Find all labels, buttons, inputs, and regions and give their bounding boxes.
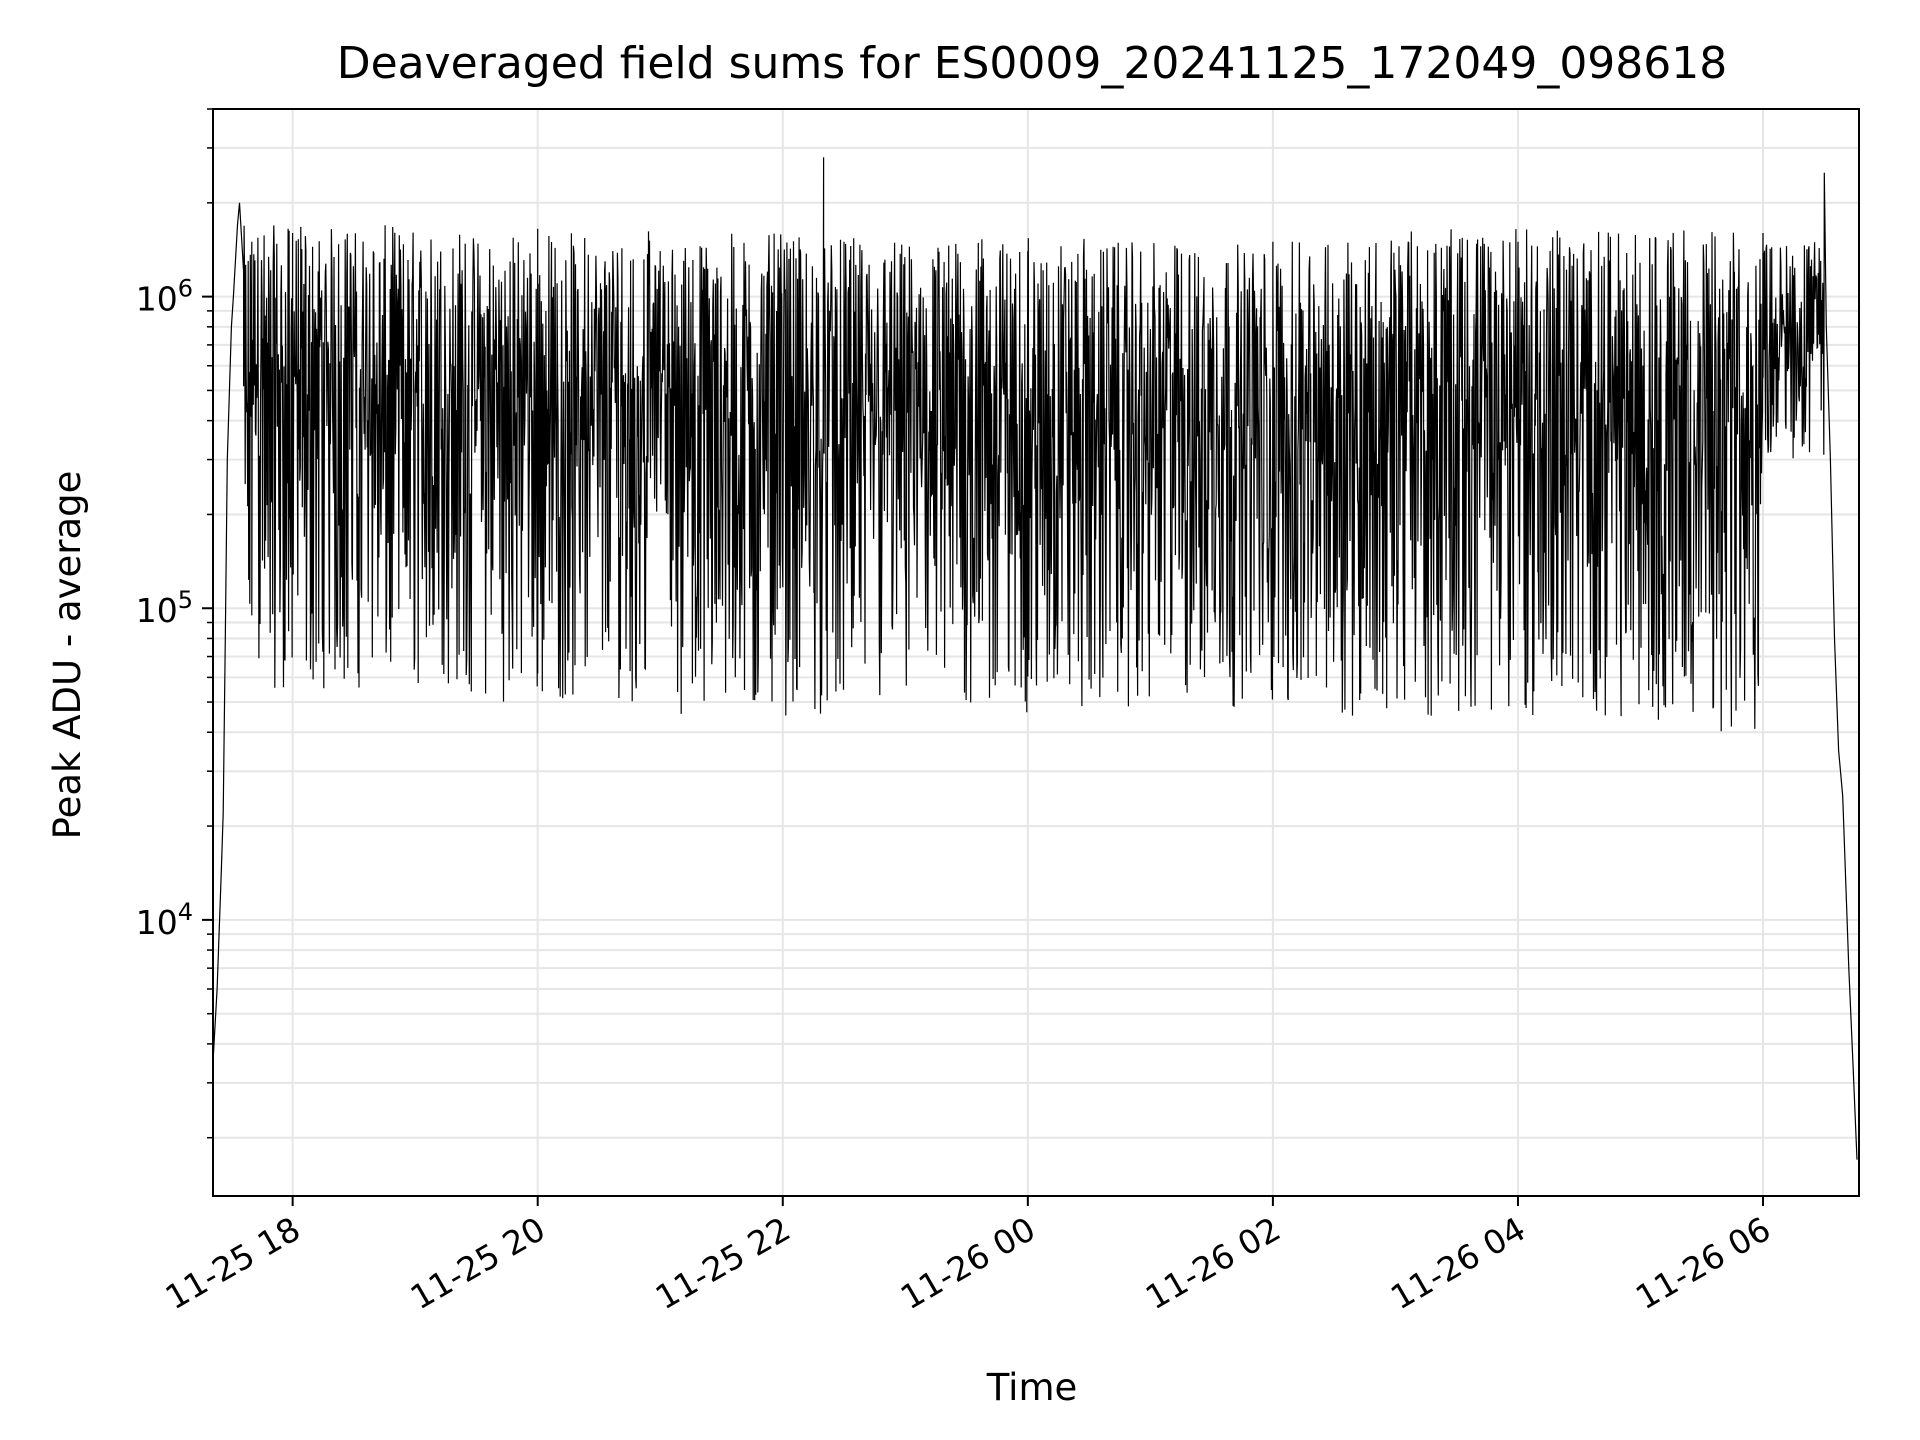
y-tick-label: 106 xyxy=(136,275,193,319)
y-axis-label: Peak ADU - average xyxy=(46,471,89,840)
x-axis-label: Time xyxy=(986,1366,1078,1409)
y-tick-label: 105 xyxy=(136,586,193,630)
chart-title: Deaveraged field sums for ES0009_2024112… xyxy=(337,38,1728,89)
series-line xyxy=(213,157,1858,1160)
plot-frame xyxy=(212,108,1860,1197)
y-tick-label: 104 xyxy=(136,898,193,942)
plot-area xyxy=(213,157,1858,1160)
